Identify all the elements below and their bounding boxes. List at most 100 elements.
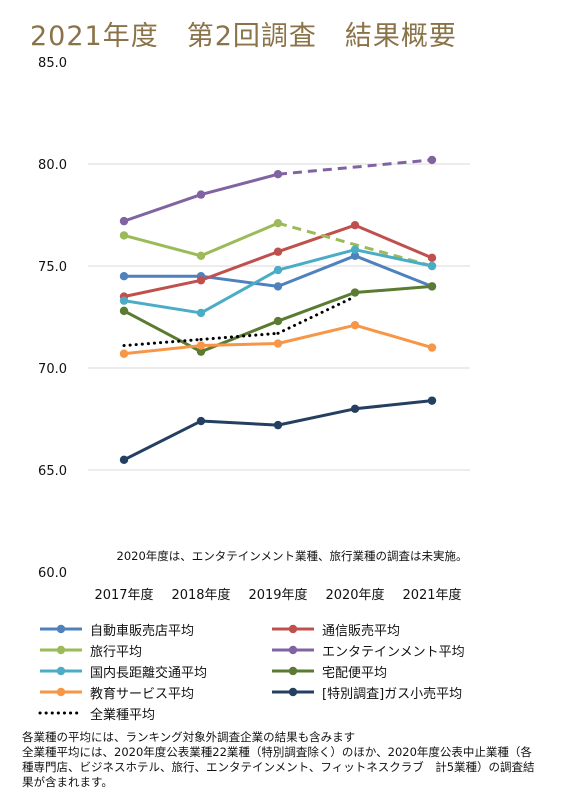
series-line-segment xyxy=(199,172,280,197)
legend-label: 教育サービス平均 xyxy=(90,686,195,702)
chart-annotation: 2020年度は、エンタテインメント業種、旅行業種の調査は未実施。 xyxy=(117,549,468,563)
legend-label: [特別調査]ガス小売平均 xyxy=(322,686,463,702)
x-tick-label: 2019年度 xyxy=(248,587,307,603)
legend-item: [特別調査]ガス小売平均 xyxy=(270,683,463,702)
legend-item: 旅行平均 xyxy=(38,641,143,660)
data-point xyxy=(350,251,360,260)
data-point xyxy=(273,265,283,275)
legend-item: エンタテインメント平均 xyxy=(270,641,465,660)
data-point xyxy=(119,455,129,464)
data-point xyxy=(119,216,129,226)
y-tick-label: 85.0 xyxy=(38,56,67,71)
legend-item: 全業種平均 xyxy=(38,704,156,723)
data-point xyxy=(427,343,437,352)
chart-title: 2021年度 第2回調査 結果概要 xyxy=(30,21,457,52)
series-line-segment xyxy=(122,337,203,348)
legend-swatch xyxy=(40,666,82,676)
data-point xyxy=(427,282,437,291)
legend-label: 全業種平均 xyxy=(90,707,156,723)
series-line-segment xyxy=(276,295,357,335)
data-point xyxy=(350,288,360,297)
data-point xyxy=(427,396,437,405)
data-point xyxy=(273,170,283,179)
series-line-segment xyxy=(353,284,434,295)
legend-item: 通信販売平均 xyxy=(270,620,401,639)
data-point xyxy=(273,316,283,326)
data-point xyxy=(273,339,283,348)
line-chart: 60.065.070.075.080.085.0 2017年度 2018年度 201… xyxy=(38,56,470,603)
data-point xyxy=(273,247,283,256)
series-line-segment xyxy=(199,342,280,348)
series-line-segment xyxy=(199,250,280,282)
data-point xyxy=(119,349,129,358)
series-lines xyxy=(122,158,434,462)
data-point xyxy=(119,306,129,316)
series-line-segment xyxy=(277,158,433,176)
series-line-segment xyxy=(122,344,203,356)
data-point xyxy=(196,190,206,199)
series-line-segment xyxy=(353,323,434,350)
legend-item: 国内長距離交通平均 xyxy=(38,662,208,681)
series-line-segment xyxy=(276,248,357,272)
data-point xyxy=(350,245,360,254)
data-point xyxy=(196,251,206,260)
legend-label: 宅配便平均 xyxy=(322,665,388,681)
footnote-line-2: 全業種平均には、2020年度公表業種22業種（特別調査除く）のほか、2020年度… xyxy=(22,745,535,789)
legend-swatch xyxy=(272,666,314,676)
series-line-segment xyxy=(353,399,434,411)
data-point xyxy=(427,155,437,165)
series-line-segment xyxy=(122,299,203,315)
series-line-segment xyxy=(122,278,203,299)
legend-swatch xyxy=(38,711,84,715)
series-line-segment xyxy=(353,254,434,288)
data-point xyxy=(119,272,129,281)
y-tick-label: 75.0 xyxy=(38,260,67,275)
legend-swatch xyxy=(272,687,314,697)
legend-label: 自動車販売店平均 xyxy=(90,623,195,639)
data-point xyxy=(119,296,129,305)
legend-label: 国内長距離交通平均 xyxy=(90,665,208,681)
footnote: 各業種の平均には、ランキング対象外調査企業の結果も含みます 全業種平均には、20… xyxy=(22,730,542,790)
data-point xyxy=(196,276,206,285)
legend-swatch xyxy=(40,624,82,634)
legend-label: 旅行平均 xyxy=(90,644,143,660)
series-line-segment xyxy=(122,419,203,462)
series-line-segment xyxy=(276,254,357,288)
legend-swatch xyxy=(272,645,314,655)
y-tick-label: 65.0 xyxy=(38,464,67,479)
x-tick-label: 2017年度 xyxy=(94,587,153,603)
data-point xyxy=(273,420,283,430)
data-point xyxy=(427,253,437,263)
data-point xyxy=(119,231,129,240)
legend-item: 宅配便平均 xyxy=(270,662,388,681)
series-line-segment xyxy=(353,223,434,260)
legend-item: 自動車販売店平均 xyxy=(38,620,195,639)
series-line-segment xyxy=(353,248,434,268)
legend-swatch xyxy=(272,624,314,634)
data-point xyxy=(196,347,206,356)
legend-swatch xyxy=(40,687,82,697)
y-tick-label: 70.0 xyxy=(38,362,67,377)
data-point xyxy=(427,261,437,271)
series-line-segment xyxy=(122,309,203,354)
x-tick-label: 2020年度 xyxy=(325,587,384,603)
series-line-segment xyxy=(276,291,357,323)
data-point xyxy=(273,282,283,291)
gridlines xyxy=(88,163,470,471)
data-point xyxy=(350,320,360,330)
footnote-line-1: 各業種の平均には、ランキング対象外調査企業の結果も含みます xyxy=(22,730,356,744)
series-line-segment xyxy=(276,407,357,427)
series-line-segment xyxy=(199,221,280,258)
y-tick-label: 60.0 xyxy=(38,566,67,581)
series-line-segment xyxy=(122,193,203,223)
data-point xyxy=(196,341,206,350)
legend-label: 通信販売平均 xyxy=(322,623,401,639)
x-tick-label: 2018年度 xyxy=(171,587,230,603)
legend-swatch xyxy=(40,645,82,655)
series-points xyxy=(119,155,437,464)
series-line-segment xyxy=(199,268,280,315)
data-point xyxy=(196,308,206,318)
series-line-segment xyxy=(199,274,280,288)
series-line-segment xyxy=(276,323,357,346)
data-point xyxy=(350,221,360,230)
